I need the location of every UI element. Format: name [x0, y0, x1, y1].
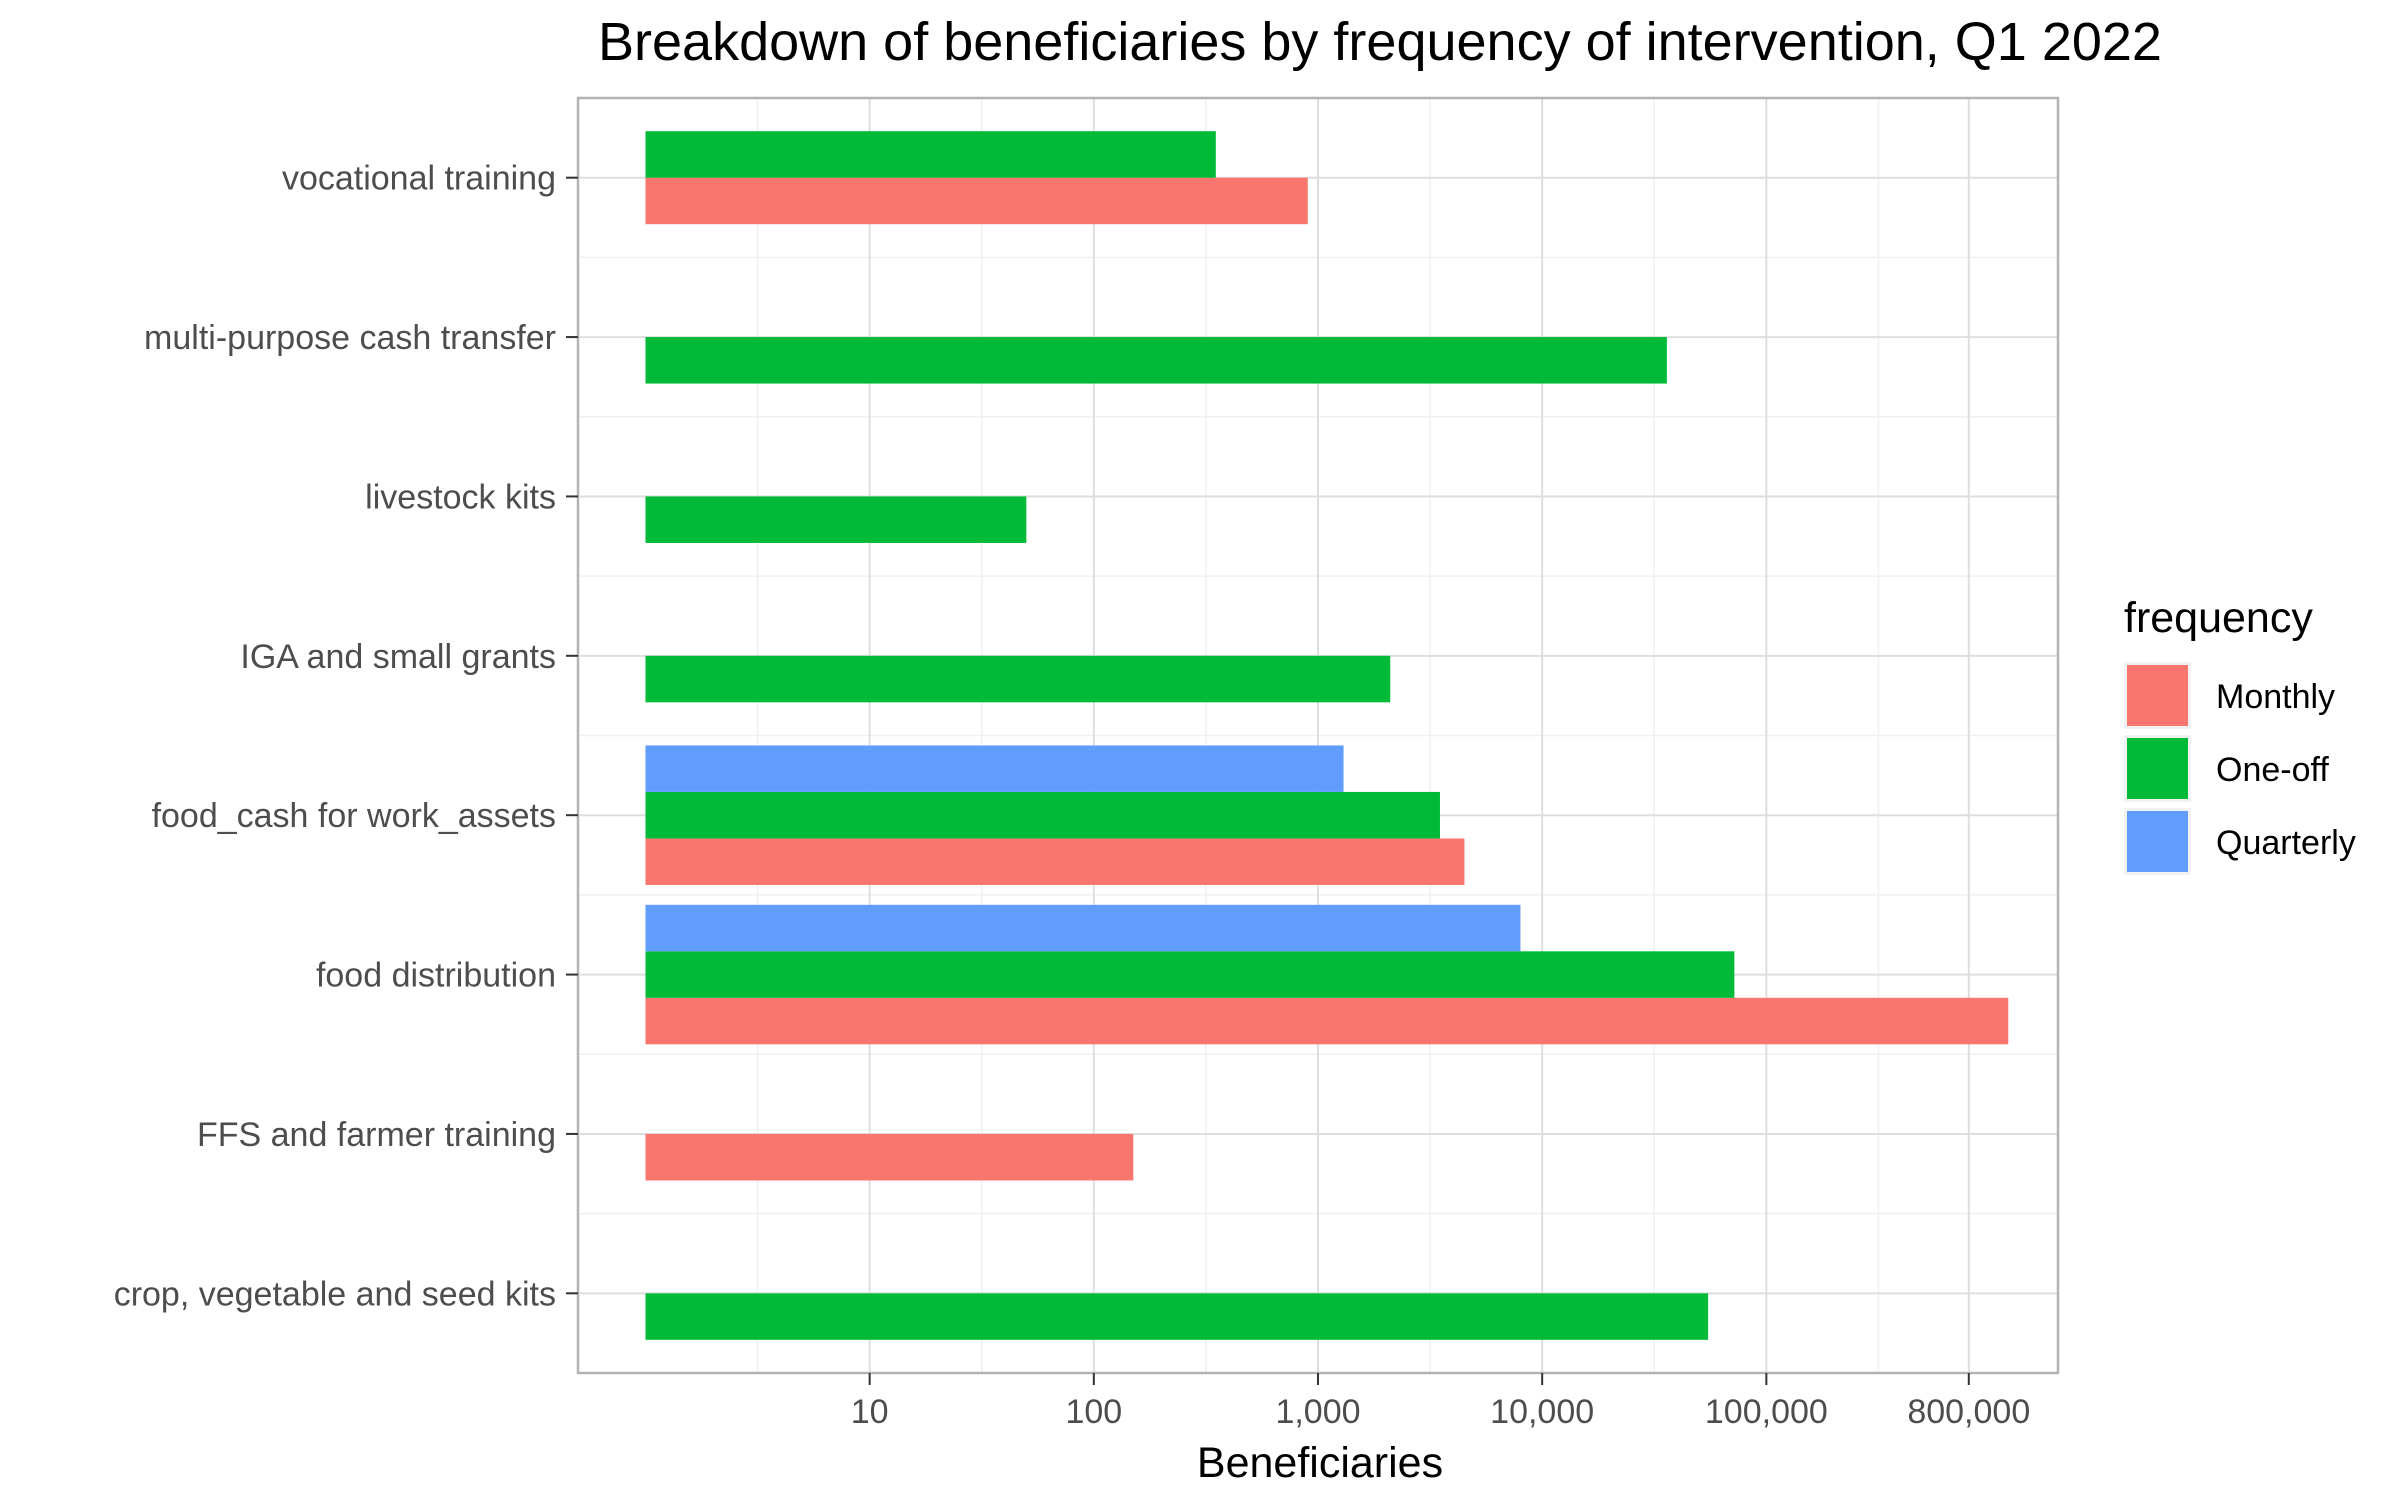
bar-monthly-vocational-training — [645, 177, 1308, 225]
legend-label-monthly: Monthly — [2216, 678, 2335, 716]
bar-one-off-livestock-kits — [645, 496, 1027, 543]
legend-label-quarterly: Quarterly — [2216, 824, 2356, 862]
legend: frequency Monthly One-off Quarterly — [2124, 594, 2356, 875]
bars — [645, 131, 2009, 1340]
x-tick-label: 100 — [1065, 1393, 1122, 1431]
x-tick-label: 100,000 — [1705, 1393, 1828, 1431]
bar-one-off-iga-and-small-grants — [645, 655, 1391, 703]
legend-items: Monthly One-off Quarterly — [2124, 662, 2356, 875]
y-tick-label-vocational-training: vocational training — [282, 160, 556, 198]
bar-monthly-food-distribution — [645, 997, 2009, 1045]
y-tick-label-crop-vegetable-and-seed-kits: crop, vegetable and seed kits — [114, 1275, 556, 1313]
x-tick-label: 1,000 — [1275, 1393, 1360, 1431]
y-tick-label-livestock-kits: livestock kits — [365, 478, 556, 516]
x-tick-label: 10,000 — [1490, 1393, 1594, 1431]
y-axis: crop, vegetable and seed kits FFS and far… — [114, 160, 578, 1313]
y-tick-label-multi-purpose-cash-transfer: multi-purpose cash transfer — [144, 319, 556, 357]
legend-title: frequency — [2124, 594, 2313, 642]
bar-monthly-food-cash-for-work-assets — [645, 838, 1465, 885]
x-tick-label: 10 — [851, 1393, 889, 1431]
x-axis: 10 100 1,000 10,000 100,000 800,000 — [851, 1373, 2030, 1431]
bar-quarterly-food-distribution — [645, 904, 1521, 952]
chart-title: Breakdown of beneficiaries by frequency … — [598, 12, 2162, 72]
legend-swatch-quarterly — [2127, 811, 2188, 872]
x-tick-label: 800,000 — [1907, 1393, 2030, 1431]
y-tick-label-ffs-and-farmer-training: FFS and farmer training — [197, 1116, 556, 1154]
bar-one-off-food-cash-for-work-assets — [645, 791, 1440, 839]
bar-one-off-crop-vegetable-and-seed-kits — [645, 1293, 1709, 1340]
x-axis-title: Beneficiaries — [1197, 1439, 1443, 1487]
bar-quarterly-food-cash-for-work-assets — [645, 745, 1344, 792]
y-tick-label-food-cash-for-work-assets: food_cash for work_assets — [152, 797, 556, 835]
legend-swatch-one-off — [2127, 738, 2188, 799]
bar-one-off-food-distribution — [645, 951, 1735, 998]
legend-swatch-monthly — [2127, 665, 2188, 726]
bar-one-off-vocational-training — [645, 131, 1216, 178]
legend-label-one-off: One-off — [2216, 751, 2329, 789]
bar-one-off-multi-purpose-cash-transfer — [645, 337, 1667, 384]
bar-monthly-ffs-and-farmer-training — [645, 1133, 1134, 1181]
y-tick-label-iga-and-small-grants: IGA and small grants — [240, 638, 556, 676]
y-tick-label-food-distribution: food distribution — [316, 957, 556, 995]
